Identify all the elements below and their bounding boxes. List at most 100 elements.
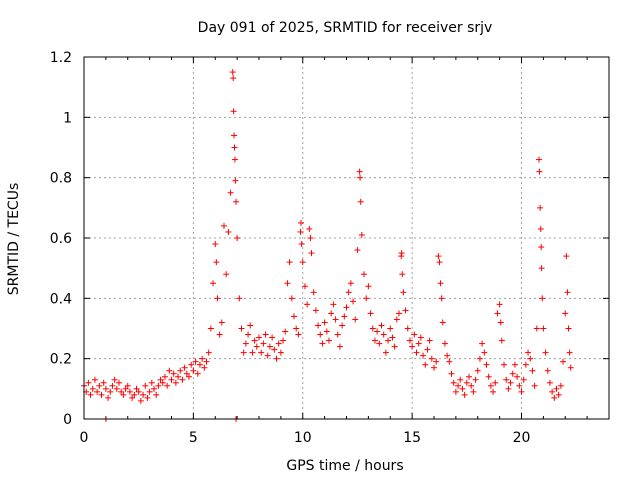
y-tick-label: 0 [63, 412, 72, 428]
data-point [271, 346, 278, 353]
y-tick-label: 1 [63, 110, 72, 126]
data-point [357, 198, 364, 205]
data-point [203, 358, 210, 365]
data-point [298, 241, 305, 248]
data-point [537, 225, 544, 232]
data-point [301, 283, 308, 290]
y-tick-label: 0.8 [50, 171, 72, 187]
data-point [231, 132, 238, 139]
data-point [424, 346, 431, 353]
data-point [315, 322, 322, 329]
data-point [437, 280, 444, 287]
data-point [179, 376, 186, 383]
data-point [536, 168, 543, 175]
data-point [459, 385, 466, 392]
data-point [159, 379, 166, 386]
data-point [339, 322, 346, 329]
data-point [155, 382, 162, 389]
data-point [295, 331, 302, 338]
data-point [323, 328, 330, 335]
data-point [501, 361, 507, 368]
data-point [181, 364, 188, 371]
data-point [557, 382, 564, 389]
data-point [562, 310, 569, 317]
data-point [428, 355, 435, 362]
data-point [161, 373, 168, 380]
data-point [426, 337, 433, 344]
data-point [546, 379, 553, 386]
data-point [332, 316, 339, 323]
y-tick-label: 1.2 [50, 50, 72, 66]
data-point [391, 343, 398, 350]
data-point [260, 340, 267, 347]
data-point [113, 385, 120, 392]
data-point [100, 379, 107, 386]
data-point [205, 349, 212, 356]
data-point [525, 349, 532, 356]
data-point [533, 325, 540, 332]
data-point [365, 283, 372, 290]
data-point [98, 391, 105, 398]
data-point [457, 376, 464, 383]
data-point [352, 316, 359, 323]
data-point [142, 382, 149, 389]
data-point [435, 253, 442, 260]
data-point [415, 340, 422, 347]
data-point [297, 228, 304, 235]
data-point [199, 355, 206, 362]
data-point [277, 349, 284, 356]
data-point [438, 295, 445, 302]
data-point [380, 331, 387, 338]
data-point [240, 349, 247, 356]
data-point [496, 301, 503, 308]
data-point [336, 343, 343, 350]
data-point [563, 253, 570, 260]
data-point [522, 361, 529, 368]
data-point [527, 355, 534, 362]
data-point [367, 310, 374, 317]
data-point [507, 379, 514, 386]
data-point [455, 382, 462, 389]
data-point [400, 289, 407, 296]
data-point [538, 244, 545, 251]
data-point [341, 313, 348, 320]
data-point [398, 250, 405, 257]
data-point [529, 367, 536, 374]
data-point [304, 301, 311, 308]
data-point [399, 271, 406, 278]
data-point [497, 319, 504, 326]
data-point [551, 394, 558, 401]
data-point [242, 340, 249, 347]
data-point [135, 388, 142, 395]
data-point [343, 304, 350, 311]
data-point [122, 385, 129, 392]
data-point [214, 295, 221, 302]
data-point [213, 259, 220, 266]
data-point [140, 391, 147, 398]
data-point [308, 250, 315, 257]
data-point [293, 325, 300, 332]
data-point [107, 388, 114, 395]
data-point [247, 322, 254, 329]
data-point [183, 370, 190, 377]
data-point [218, 319, 225, 326]
data-point [361, 271, 367, 278]
data-point [105, 394, 112, 401]
data-point [516, 382, 523, 389]
x-tick-label: 5 [189, 430, 198, 446]
data-point [511, 361, 518, 368]
data-point [385, 337, 392, 344]
data-point [450, 379, 457, 386]
data-point [503, 376, 510, 383]
data-point [378, 322, 385, 329]
data-point [116, 379, 122, 386]
data-point [560, 358, 567, 365]
data-point [223, 271, 230, 278]
data-point [347, 280, 354, 287]
data-point [565, 325, 572, 332]
data-point [542, 349, 549, 356]
data-point [446, 358, 453, 365]
data-point [102, 385, 109, 392]
data-point [567, 364, 574, 371]
data-point [396, 310, 402, 317]
